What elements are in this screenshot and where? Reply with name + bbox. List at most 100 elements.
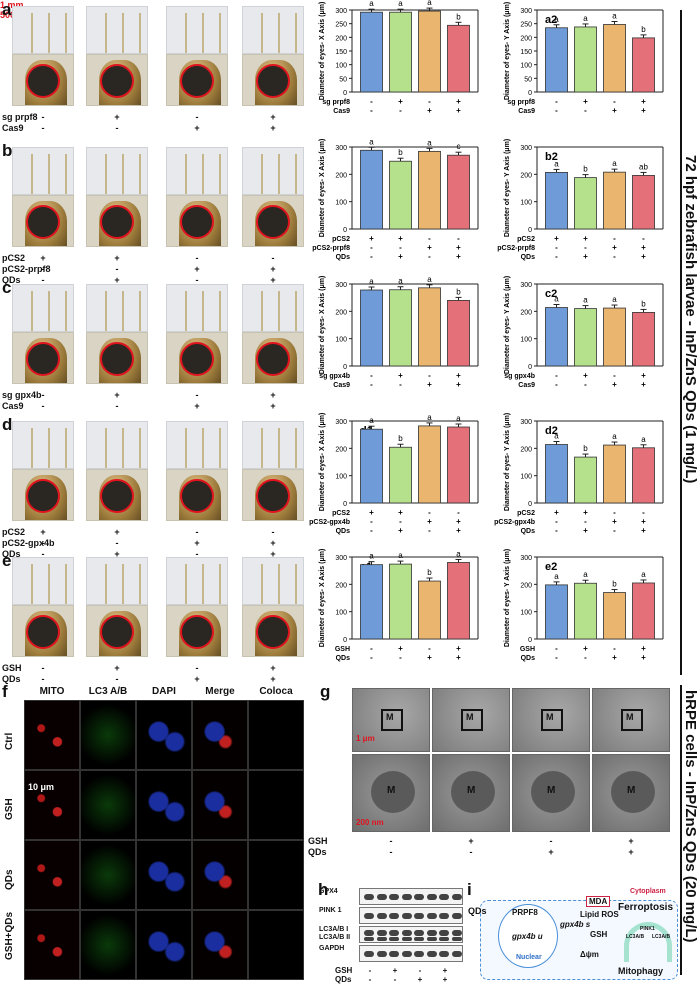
condition-sign: + — [427, 380, 432, 389]
significance-letter: a — [554, 159, 559, 168]
mito-marker: M — [547, 785, 556, 796]
larva-strip — [249, 13, 297, 53]
condition-sign: - — [642, 234, 645, 243]
bar — [603, 444, 626, 504]
chart-a2: 0 50 100 150 200 250 300 Diameter of eyes- Y Ax… — [504, 2, 664, 115]
condition-sign: - — [428, 644, 431, 653]
condition-label: GSH — [520, 646, 535, 653]
y-tick-label: 200 — [335, 172, 347, 179]
bar — [389, 563, 412, 640]
fluorescence-image — [136, 910, 192, 980]
condition-label: pCS2 — [332, 236, 350, 243]
condition-sign: - — [370, 243, 373, 252]
y-tick-label: 200 — [335, 35, 347, 42]
condition-sign: - — [271, 527, 275, 537]
y-tick-label: 0 — [343, 501, 347, 508]
condition-sign: - — [418, 966, 422, 975]
protein-label: GPX4 — [319, 888, 338, 895]
side-title-bottom: hRPE cells - InP/ZnS QDs (20 mg/L) — [682, 690, 699, 943]
condition-sign: - — [368, 975, 372, 984]
bar — [545, 172, 568, 230]
significance-letter: a — [369, 277, 374, 286]
significance-letter: a — [427, 413, 432, 422]
significance-letter: a — [583, 14, 588, 23]
condition-sign: + — [628, 847, 634, 857]
condition-sign: + — [194, 123, 200, 133]
fluorescence-image — [248, 700, 304, 770]
eye-outline — [100, 615, 135, 649]
larva-strip — [93, 154, 141, 194]
y-tick-label: 0 — [528, 637, 532, 644]
eye-image — [242, 332, 304, 384]
condition-sign: + — [392, 966, 398, 975]
condition-label: QDs — [2, 549, 21, 559]
larva-strip — [93, 291, 141, 331]
condition-sign: - — [555, 371, 558, 380]
tem-image-high: M — [432, 754, 510, 832]
larva-image — [86, 147, 148, 195]
blot-band — [401, 930, 412, 936]
larva-image — [166, 421, 228, 469]
bar — [389, 446, 412, 504]
condition-label: pCS2-gpx4b — [2, 538, 55, 548]
larva-image — [166, 147, 228, 195]
significance-letter: a — [456, 414, 461, 423]
fluorescence-image — [136, 840, 192, 910]
panel-label-i: i — [467, 880, 472, 899]
condition-sign: - — [399, 380, 402, 389]
significance-letter: a — [583, 296, 588, 305]
blot-strip — [359, 907, 463, 924]
bar — [632, 175, 655, 230]
y-axis-label: Diameter of eyes- X Axis (μm) — [319, 276, 326, 375]
mito-box — [461, 709, 483, 731]
bar — [545, 27, 568, 93]
bar — [574, 582, 597, 640]
eye-outline — [256, 479, 291, 513]
condition-sign: - — [584, 653, 587, 662]
ferroptosis-label: Ferroptosis — [618, 902, 674, 913]
chart-id: d2 — [545, 425, 558, 437]
protein-label: GAPDH — [319, 945, 345, 952]
y-tick-label: 300 — [520, 8, 532, 15]
condition-sign: - — [271, 253, 275, 263]
eye-outline — [180, 342, 215, 376]
y-tick-label: 150 — [520, 49, 532, 56]
mito-marker: M — [386, 712, 394, 722]
mito-marker: M — [627, 785, 636, 796]
tem-image-low: M — [592, 688, 670, 752]
significance-letter: a — [554, 295, 559, 304]
eye-outline — [256, 615, 291, 649]
eye-image — [242, 195, 304, 247]
condition-sign: - — [115, 401, 119, 411]
eye-image — [166, 54, 228, 106]
y-tick-label: 100 — [335, 63, 347, 70]
condition-sign: + — [641, 526, 646, 535]
row-label: Ctrl — [4, 732, 15, 750]
eye-image — [86, 54, 148, 106]
blot-band — [376, 913, 387, 919]
mitochondrion — [451, 771, 495, 813]
eye-image — [86, 332, 148, 384]
bar — [418, 580, 441, 640]
condition-label: GSH — [335, 646, 350, 653]
larva-image — [242, 147, 304, 195]
bar — [418, 287, 441, 367]
blot-band — [376, 937, 387, 941]
condition-label: QDs — [521, 528, 536, 535]
y-tick-label: 50 — [524, 76, 532, 83]
chart-c2: 0 100 200 300 Diameter of eyes- Y Axis (μm) c… — [504, 276, 664, 389]
eye-image — [86, 195, 148, 247]
condition-sign: - — [41, 112, 45, 122]
condition-sign: + — [270, 264, 276, 274]
condition-sign: + — [583, 97, 588, 106]
significance-letter: a — [554, 15, 559, 24]
blot-band — [389, 913, 399, 919]
condition-sign: + — [270, 390, 276, 400]
significance-letter: a — [641, 570, 646, 579]
blot-band — [401, 894, 412, 900]
condition-sign: - — [613, 234, 616, 243]
condition-sign: - — [584, 517, 587, 526]
condition-sign: - — [549, 836, 553, 846]
condition-sign: - — [399, 106, 402, 115]
